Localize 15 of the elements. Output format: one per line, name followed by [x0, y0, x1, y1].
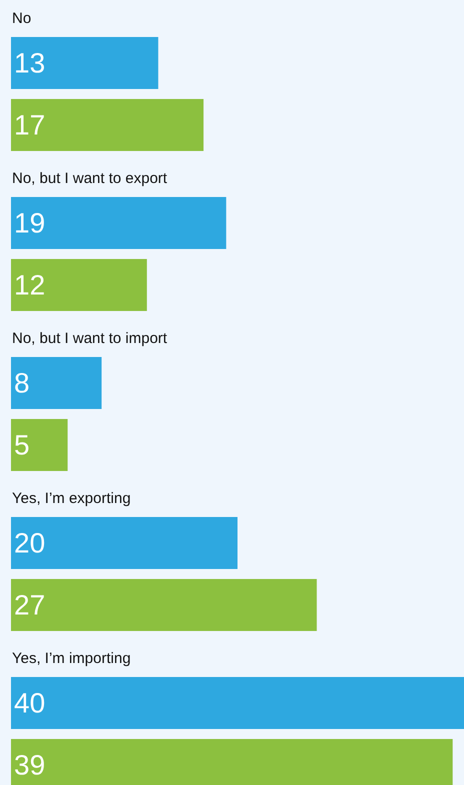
y-tick-label: Yes, I’m exporting: [12, 490, 131, 507]
data-label: 27: [14, 590, 46, 620]
y-tick-label: Yes, I’m importing: [12, 650, 131, 667]
data-label: 20: [14, 528, 46, 558]
data-label: 39: [14, 750, 46, 780]
data-label: 8: [14, 368, 30, 398]
y-tick-label: No, but I want to import: [12, 330, 168, 347]
data-label: 17: [14, 110, 46, 140]
y-tick-label: No, but I want to export: [12, 170, 168, 187]
data-label: 5: [14, 430, 30, 460]
data-label: 12: [14, 270, 46, 300]
data-label: 13: [14, 48, 46, 78]
data-label: 40: [14, 688, 46, 718]
y-tick-label: No: [12, 10, 32, 27]
data-label: 19: [14, 208, 46, 238]
